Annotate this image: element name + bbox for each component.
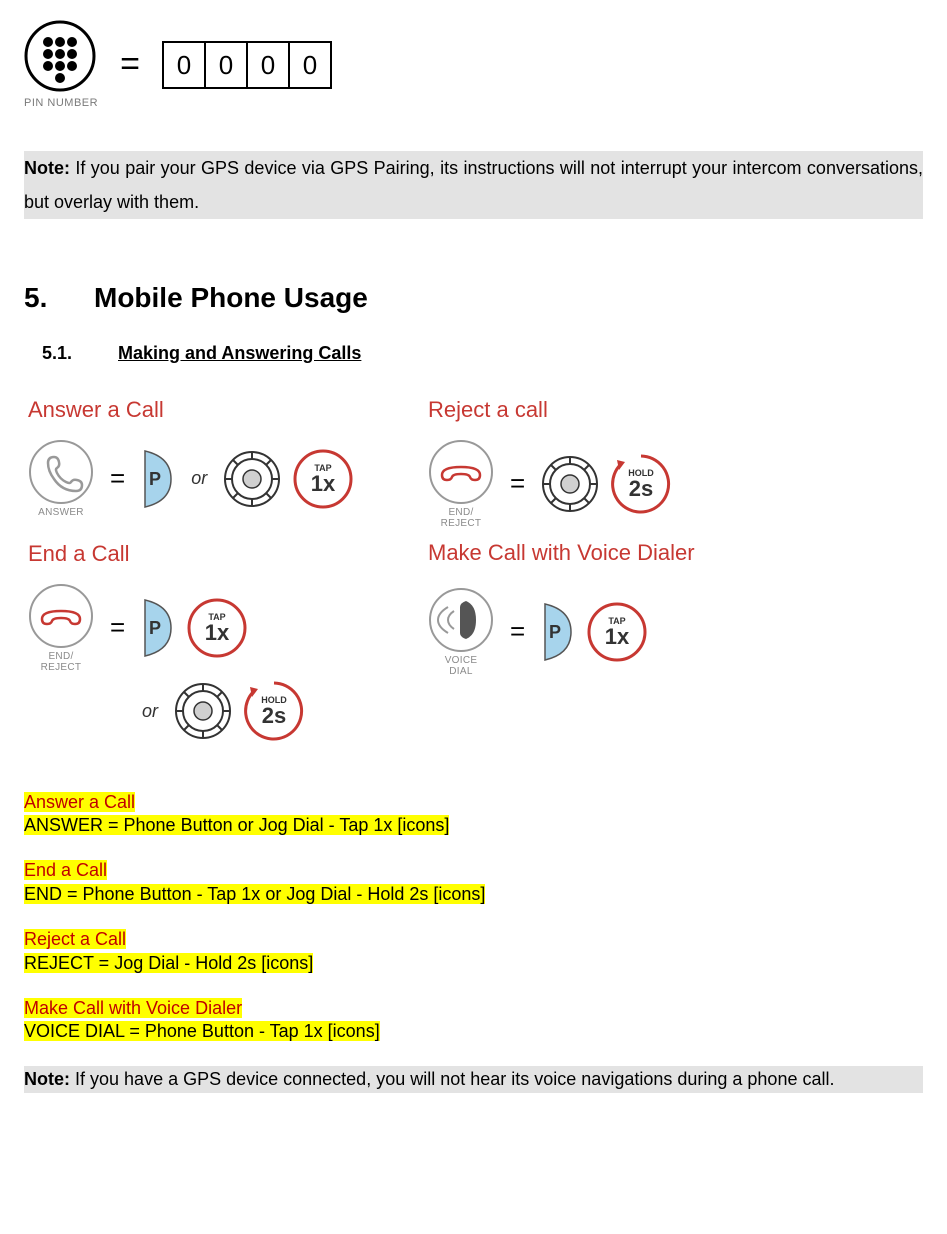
svg-text:1x: 1x xyxy=(605,624,630,649)
note-label: Note: xyxy=(24,158,70,178)
svg-text:1x: 1x xyxy=(311,471,336,496)
diagram-voice-dial: Make Call with Voice Dialer VOICE DIAL =… xyxy=(428,539,798,741)
diagram-title: Answer a Call xyxy=(28,395,398,425)
diagram-title: End a Call xyxy=(28,539,398,569)
section-heading: 5.Mobile Phone Usage xyxy=(24,279,923,317)
hl-body: REJECT = Jog Dial - Hold 2s [icons] xyxy=(24,953,313,973)
icon-label: VOICE DIAL xyxy=(428,655,494,677)
pin-digit: 0 xyxy=(164,43,206,87)
diagram-row: END/ REJECT = P TAP 1x xyxy=(28,583,398,673)
jog-dial-icon xyxy=(174,682,232,740)
end-icon-col: END/ REJECT xyxy=(28,583,94,673)
pin-digit: 0 xyxy=(248,43,290,87)
jog-dial-icon xyxy=(223,450,281,508)
equals-sign: = xyxy=(106,610,129,645)
answer-icon-col: ANSWER xyxy=(28,439,94,518)
diagram-row: ANSWER = P or xyxy=(28,439,398,518)
hl-voice: Make Call with Voice Dialer VOICE DIAL =… xyxy=(24,997,923,1044)
svg-text:2s: 2s xyxy=(629,476,653,501)
tap-1x-icon: TAP 1x xyxy=(187,598,247,658)
svg-text:P: P xyxy=(549,622,561,642)
icon-label: END/ REJECT xyxy=(28,651,94,673)
pin-digit: 0 xyxy=(290,43,330,87)
phone-end-icon xyxy=(428,439,494,505)
hl-body: ANSWER = Phone Button or Jog Dial - Tap … xyxy=(24,815,449,835)
pin-label: PIN NUMBER xyxy=(24,96,98,111)
phone-button-icon: P xyxy=(141,447,175,511)
reject-icon-col: END/ REJECT xyxy=(428,439,494,529)
pin-row: PIN NUMBER = 0 0 0 0 xyxy=(24,20,923,111)
equals-sign: = xyxy=(506,614,529,649)
hl-title: Make Call with Voice Dialer xyxy=(24,998,242,1018)
diagram-title: Reject a call xyxy=(428,395,798,425)
hl-answer: Answer a Call ANSWER = Phone Button or J… xyxy=(24,791,923,838)
svg-text:1x: 1x xyxy=(205,620,230,645)
note-text: If you pair your GPS device via GPS Pair… xyxy=(24,158,923,212)
or-text: or xyxy=(187,466,211,490)
diagram-grid: Answer a Call ANSWER = P or xyxy=(24,395,923,740)
diagram-title: Make Call with Voice Dialer xyxy=(428,539,798,567)
equals-sign: = xyxy=(120,42,140,88)
phone-button-icon: P xyxy=(141,596,175,660)
phone-end-icon xyxy=(28,583,94,649)
equals-sign: = xyxy=(506,466,529,501)
subsection-number: 5.1. xyxy=(42,341,118,365)
pin-digits: 0 0 0 0 xyxy=(162,41,332,89)
svg-text:P: P xyxy=(149,469,161,489)
equals-sign: = xyxy=(106,461,129,496)
icon-label: END/ REJECT xyxy=(428,507,494,529)
pin-icon-wrap: PIN NUMBER xyxy=(24,20,98,111)
diagram-row: END/ REJECT = HOLD 2s xyxy=(428,439,798,529)
hold-2s-icon: HOLD 2s xyxy=(244,681,304,741)
pin-digit: 0 xyxy=(206,43,248,87)
hl-end: End a Call END = Phone Button - Tap 1x o… xyxy=(24,859,923,906)
diagram-end-call: End a Call END/ REJECT = P TAP 1x or xyxy=(28,539,398,741)
section-number: 5. xyxy=(24,279,94,317)
or-text: or xyxy=(138,699,162,723)
diagram-answer-call: Answer a Call ANSWER = P or xyxy=(28,395,398,529)
note-gps-call: Note: If you have a GPS device connected… xyxy=(24,1066,923,1093)
svg-text:2s: 2s xyxy=(262,703,286,728)
diagram-row-2: or HOLD 2s xyxy=(28,681,398,741)
voice-dial-icon xyxy=(428,587,494,653)
hl-title: Reject a Call xyxy=(24,929,126,949)
tap-1x-icon: TAP 1x xyxy=(293,449,353,509)
svg-text:P: P xyxy=(149,618,161,638)
icon-label: ANSWER xyxy=(28,507,94,518)
hl-title: End a Call xyxy=(24,860,107,880)
note-text: If you have a GPS device connected, you … xyxy=(75,1069,834,1089)
phone-button-icon: P xyxy=(541,600,575,664)
subsection-heading: 5.1.Making and Answering Calls xyxy=(24,341,923,365)
diagram-row: VOICE DIAL = P TAP 1x xyxy=(428,587,798,677)
voice-icon-col: VOICE DIAL xyxy=(428,587,494,677)
hold-2s-icon: HOLD 2s xyxy=(611,454,671,514)
tap-1x-icon: TAP 1x xyxy=(587,602,647,662)
hl-body: END = Phone Button - Tap 1x or Jog Dial … xyxy=(24,884,485,904)
hl-body: VOICE DIAL = Phone Button - Tap 1x [icon… xyxy=(24,1021,380,1041)
subsection-title: Making and Answering Calls xyxy=(118,343,361,363)
phone-answer-icon xyxy=(28,439,94,505)
hl-reject: Reject a Call REJECT = Jog Dial - Hold 2… xyxy=(24,928,923,975)
note-label: Note: xyxy=(24,1069,70,1089)
jog-dial-icon xyxy=(541,455,599,513)
hl-title: Answer a Call xyxy=(24,792,135,812)
keypad-icon xyxy=(24,20,96,92)
note-gps-pairing: Note: If you pair your GPS device via GP… xyxy=(24,151,923,219)
section-title: Mobile Phone Usage xyxy=(94,282,368,313)
diagram-reject-call: Reject a call END/ REJECT = xyxy=(428,395,798,529)
